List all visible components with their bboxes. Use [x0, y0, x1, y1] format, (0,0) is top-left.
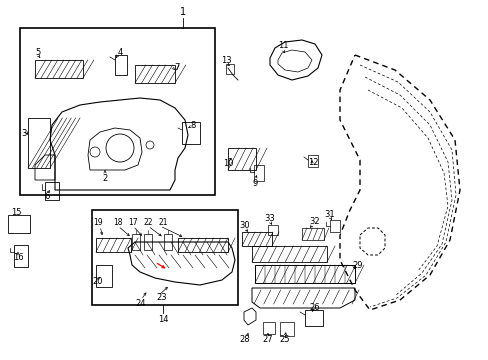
Text: 9: 9 — [252, 179, 257, 188]
Bar — [227, 148, 256, 170]
Bar — [178, 238, 227, 252]
Text: 10: 10 — [223, 158, 233, 167]
Bar — [143, 234, 152, 250]
Text: 19: 19 — [93, 217, 102, 226]
Bar — [115, 55, 127, 75]
Text: 18: 18 — [113, 217, 122, 226]
Text: 24: 24 — [136, 298, 146, 307]
Text: 26: 26 — [309, 303, 320, 312]
Text: 27: 27 — [262, 336, 273, 345]
Text: 12: 12 — [307, 158, 318, 166]
Text: 21: 21 — [158, 217, 167, 226]
Text: 1: 1 — [180, 7, 185, 17]
Text: 29: 29 — [352, 261, 363, 270]
Text: 20: 20 — [93, 278, 103, 287]
Bar — [135, 65, 175, 83]
Text: 14: 14 — [158, 315, 168, 324]
Bar — [8, 215, 30, 233]
Bar — [163, 234, 172, 250]
Text: 17: 17 — [128, 217, 138, 226]
Bar — [280, 322, 293, 336]
Text: 16: 16 — [13, 253, 23, 262]
Text: 25: 25 — [279, 336, 290, 345]
Bar — [305, 310, 323, 326]
Bar — [307, 155, 317, 167]
Bar — [182, 122, 200, 144]
Text: 4: 4 — [117, 48, 122, 57]
Text: 7: 7 — [174, 63, 179, 72]
Bar — [254, 265, 354, 283]
Bar — [251, 246, 326, 262]
Bar — [132, 234, 140, 250]
Text: 15: 15 — [11, 207, 21, 216]
Bar — [242, 232, 271, 246]
Bar — [20, 28, 215, 195]
Bar — [225, 64, 234, 74]
Bar — [14, 245, 28, 267]
Bar — [35, 60, 83, 78]
Bar — [96, 265, 112, 287]
Bar — [96, 238, 131, 252]
Text: 22: 22 — [143, 217, 152, 226]
Bar — [253, 165, 264, 181]
Text: 32: 32 — [309, 216, 320, 225]
Text: 3: 3 — [21, 129, 27, 138]
Text: 23: 23 — [156, 293, 167, 302]
Text: 28: 28 — [239, 336, 250, 345]
Bar — [92, 210, 238, 305]
Text: 13: 13 — [220, 55, 231, 64]
Bar — [263, 322, 274, 334]
Bar — [28, 118, 50, 168]
Bar — [302, 228, 324, 240]
Text: 31: 31 — [324, 210, 335, 219]
Text: 30: 30 — [239, 220, 250, 230]
Text: 6: 6 — [44, 192, 50, 201]
Bar — [267, 225, 278, 235]
Text: 11: 11 — [277, 41, 287, 50]
Bar — [329, 220, 339, 232]
Bar — [45, 182, 59, 200]
Text: 8: 8 — [190, 121, 195, 130]
Text: 2: 2 — [102, 174, 107, 183]
Text: 5: 5 — [35, 48, 41, 57]
Text: 33: 33 — [264, 213, 275, 222]
